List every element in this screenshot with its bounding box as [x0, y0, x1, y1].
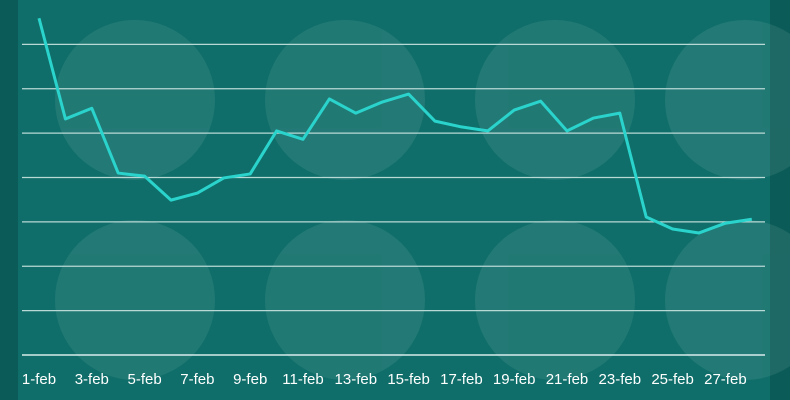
x-tick-label: 9-feb — [233, 371, 267, 388]
background-pattern — [55, 20, 790, 380]
x-tick-label: 3-feb — [75, 371, 109, 388]
x-tick-label: 11-feb — [282, 371, 323, 388]
x-tick-label: 23-feb — [599, 371, 642, 388]
x-tick-label: 25-feb — [651, 371, 694, 388]
x-tick-label: 7-feb — [180, 371, 214, 388]
x-tick-label: 19-feb — [493, 371, 536, 388]
x-tick-label: 27-feb — [704, 371, 747, 388]
plot-background — [18, 0, 770, 400]
x-tick-label: 5-feb — [127, 371, 161, 388]
x-tick-label: 15-feb — [387, 371, 430, 388]
x-tick-label: 1-feb — [22, 371, 56, 388]
line — [37, 17, 753, 235]
x-tick-label: 21-feb — [546, 371, 589, 388]
x-tick-label: 13-feb — [335, 371, 378, 388]
x-tick-label: 17-feb — [440, 371, 483, 388]
